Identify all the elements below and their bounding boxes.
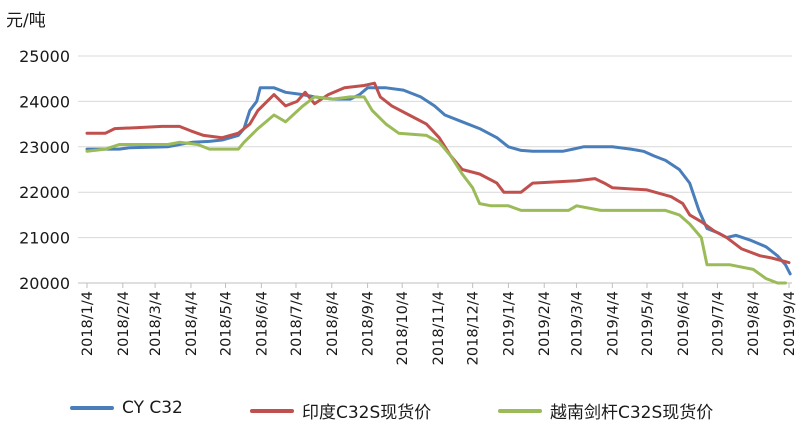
y-tick-label: 21000 <box>19 229 70 248</box>
legend: CY C32 印度C32S现货价 越南剑杆C32S现货价 <box>0 398 798 438</box>
x-tick-label: 2018/8/4 <box>325 291 341 356</box>
x-tick-label: 2019/5/4 <box>640 291 656 356</box>
legend-swatch-india-c32s <box>250 408 294 413</box>
x-tick-label: 2019/9/4 <box>782 291 798 356</box>
x-tick-label: 2018/12/4 <box>466 291 482 365</box>
x-tick-label: 2018/3/4 <box>148 291 164 356</box>
legend-swatch-cy-c32 <box>70 406 114 410</box>
legend-item-vietnam-c32s: 越南剑杆C32S现货价 <box>498 398 713 423</box>
legend-label-cy-c32: CY C32 <box>122 398 183 418</box>
x-tick-label: 2018/10/4 <box>395 291 411 365</box>
legend-item-india-c32s: 印度C32S现货价 <box>250 398 431 423</box>
y-tick-label: 25000 <box>19 47 70 66</box>
x-tick-label: 2018/7/4 <box>289 291 305 356</box>
series-line-2 <box>85 95 787 285</box>
y-tick-label: 23000 <box>19 138 70 157</box>
x-tick-label: 2018/2/4 <box>116 291 132 356</box>
legend-label-vietnam-c32s: 越南剑杆C32S现货价 <box>550 403 714 423</box>
x-tick-label: 2018/11/4 <box>431 291 447 365</box>
series-line-0 <box>85 86 792 276</box>
legend-swatch-vietnam-c32s <box>498 408 542 413</box>
x-tick-label: 2019/3/4 <box>570 291 586 356</box>
x-tick-label: 2018/5/4 <box>219 291 235 356</box>
x-tick-label: 2018/1/4 <box>80 291 96 356</box>
y-axis-unit-label: 元/吨 <box>6 11 46 31</box>
legend-label-india-c32s: 印度C32S现货价 <box>302 403 432 423</box>
x-tick-label: 2018/6/4 <box>254 291 270 356</box>
x-tick-label: 2019/8/4 <box>746 291 762 356</box>
x-tick-label: 2019/1/4 <box>501 291 517 356</box>
y-tick-label: 22000 <box>19 183 70 202</box>
line-chart: 25000 24000 23000 22000 21000 20000 2018/1/4 20… <box>19 47 798 365</box>
x-tick-label: 2019/2/4 <box>537 291 553 356</box>
x-tick-label: 2019/6/4 <box>676 291 692 356</box>
x-tick-label: 2018/4/4 <box>184 291 200 356</box>
x-tick-label: 2018/9/4 <box>361 291 377 356</box>
x-tick-label: 2019/4/4 <box>605 291 621 356</box>
x-tick-label: 2019/7/4 <box>710 291 726 356</box>
legend-item-cy-c32: CY C32 <box>70 398 183 418</box>
series-line-1 <box>85 81 791 265</box>
y-tick-label: 24000 <box>19 92 70 111</box>
y-tick-label: 20000 <box>19 274 70 293</box>
